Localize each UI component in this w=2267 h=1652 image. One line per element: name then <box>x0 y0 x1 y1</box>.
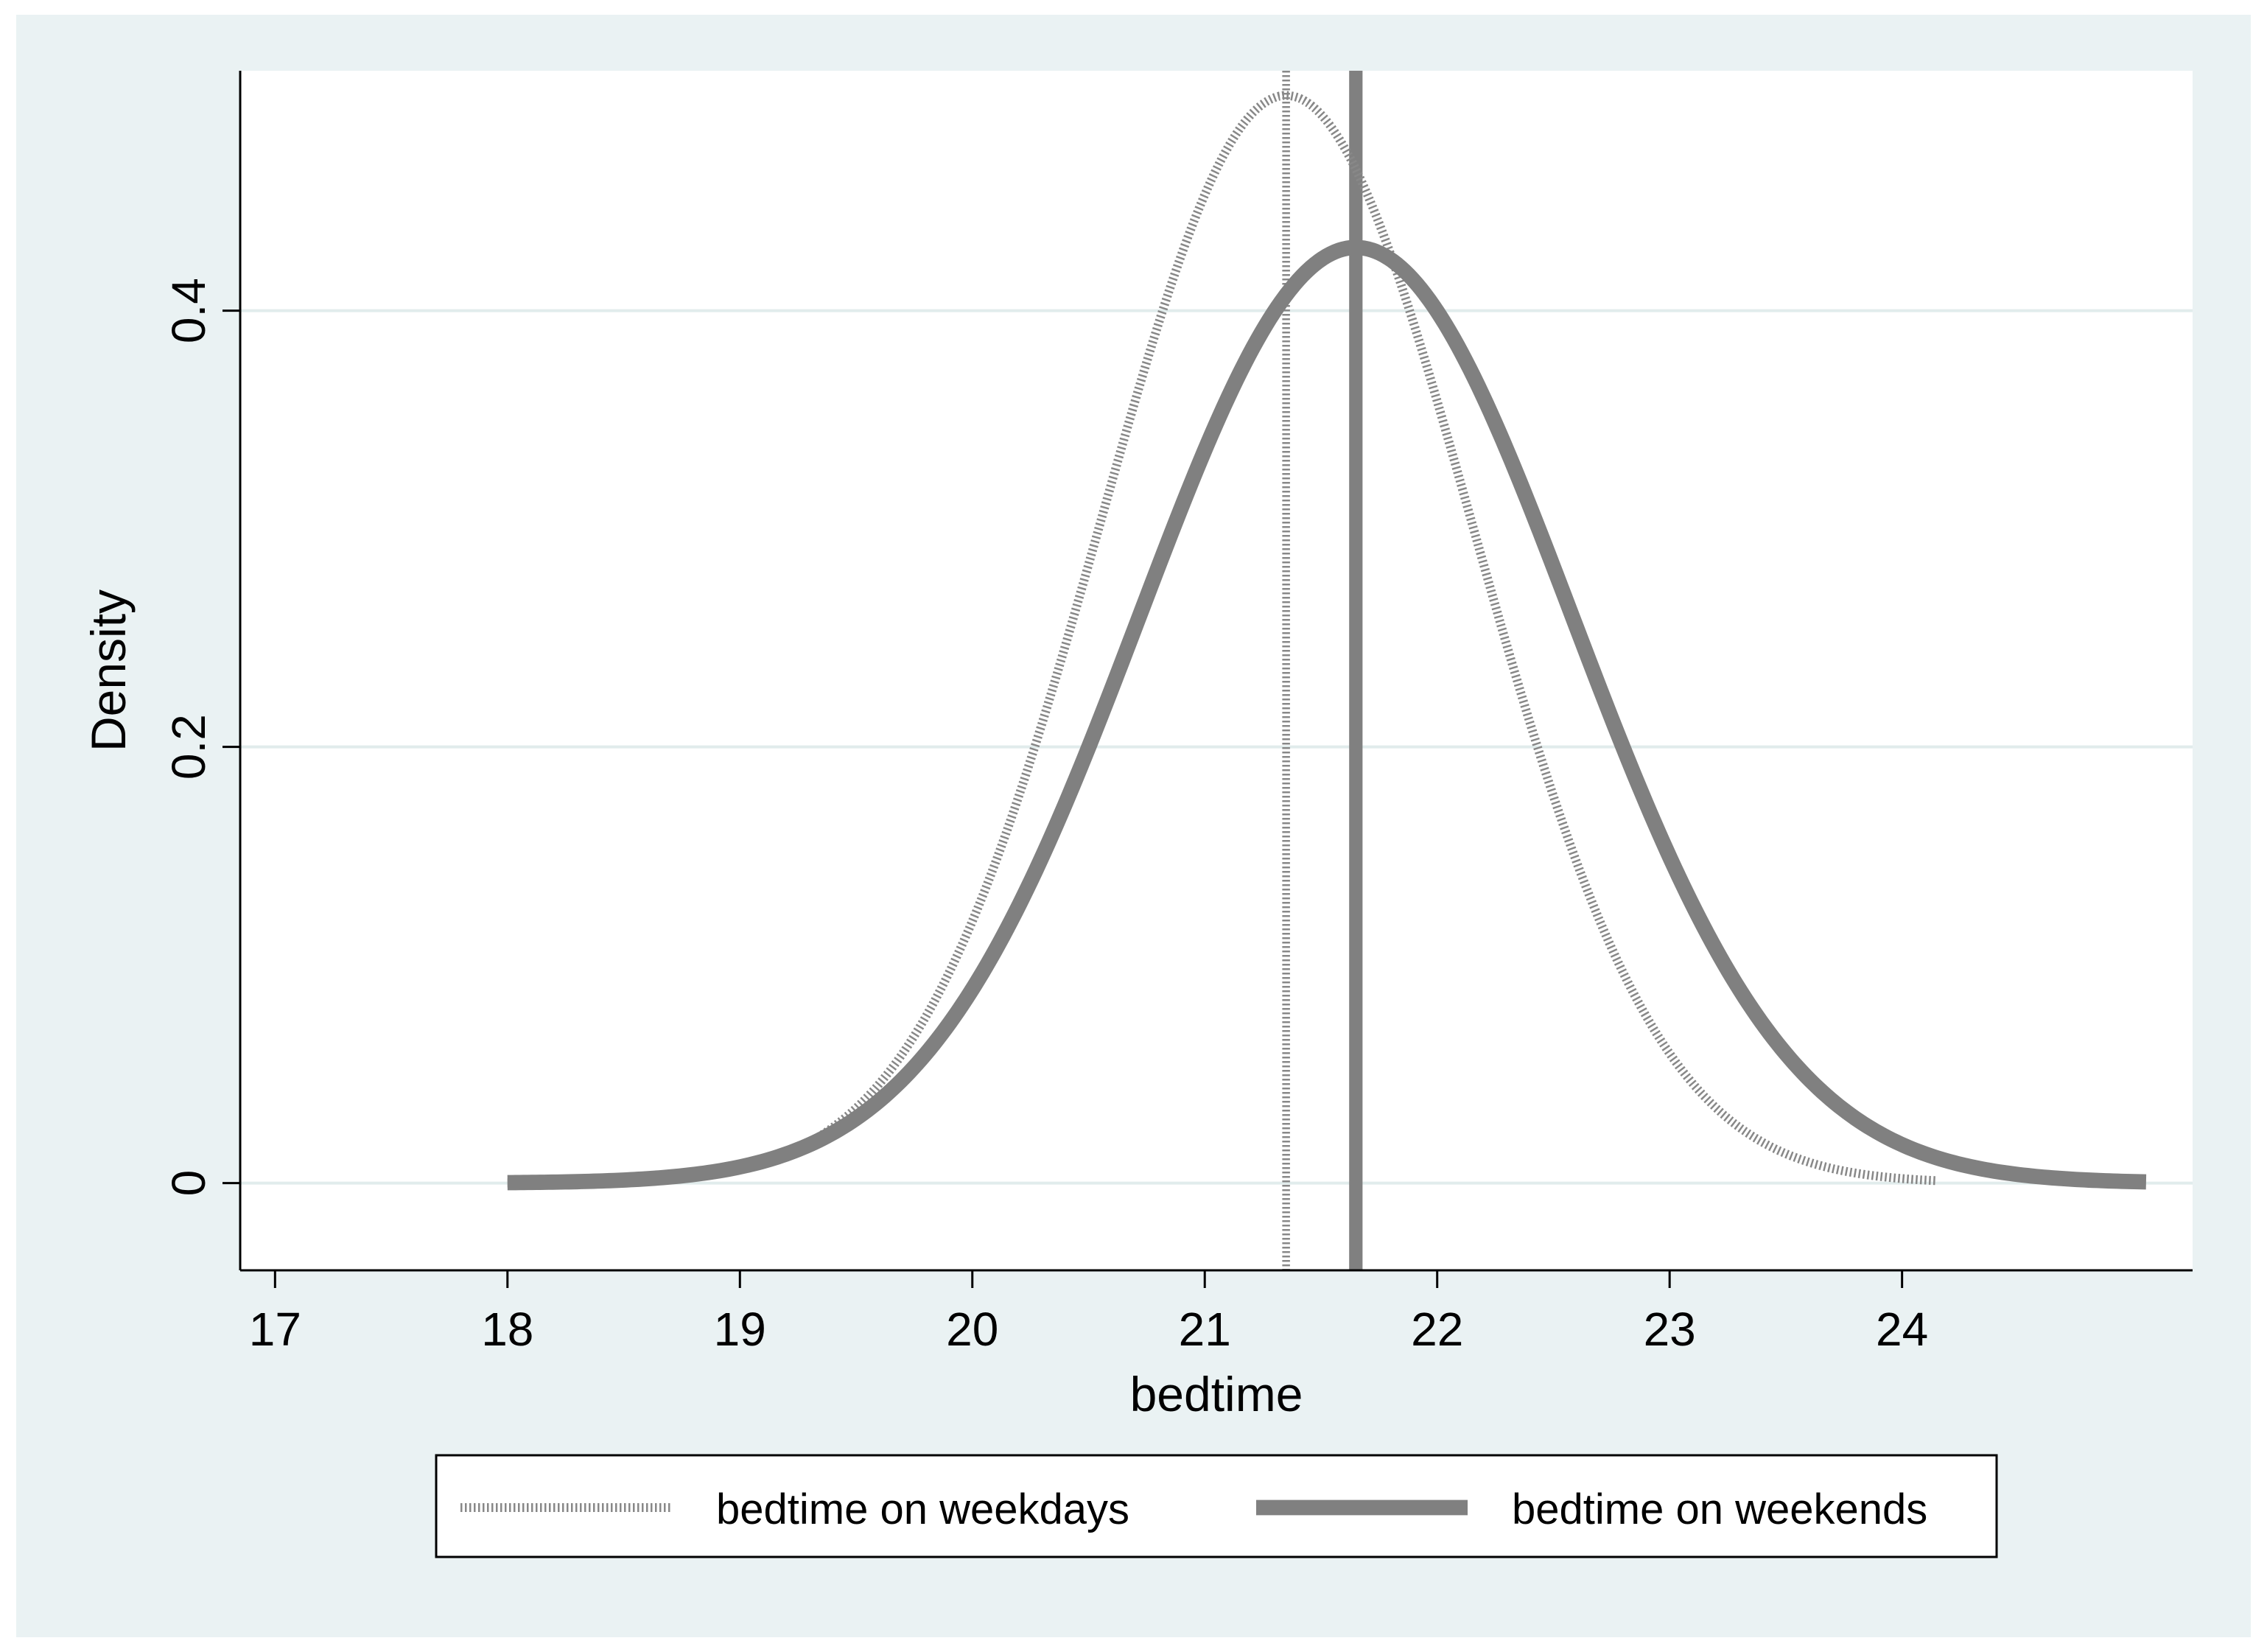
legend-label-weekends: bedtime on weekends <box>1512 1485 1927 1533</box>
mean-lines <box>1282 71 1363 1270</box>
plot-area-background <box>240 71 2193 1270</box>
legend-label-weekdays: bedtime on weekdays <box>716 1485 1129 1533</box>
x-tick-label-4: 21 <box>1179 1303 1231 1356</box>
x-tick-label-5: 22 <box>1411 1303 1463 1356</box>
x-tick-label-2: 19 <box>714 1303 766 1356</box>
legend-box <box>435 1454 1998 1558</box>
y-axis-ticks: 0 0.2 0.4 <box>162 278 240 1196</box>
y-tick-label-0: 0 <box>162 1170 215 1197</box>
y-tick-label-1: 0.2 <box>162 714 215 780</box>
x-tick-label-3: 20 <box>946 1303 998 1356</box>
y-axis-label: Density <box>81 589 136 752</box>
x-tick-label-7: 24 <box>1876 1303 1928 1356</box>
x-tick-label-6: 23 <box>1644 1303 1696 1356</box>
legend: bedtime on weekdays bedtime on weekends <box>435 1454 1998 1558</box>
y-tick-label-2: 0.4 <box>162 278 215 343</box>
density-curves <box>503 91 2150 1191</box>
x-axis-label: bedtime <box>1130 1367 1303 1421</box>
x-axis-ticks: 17 18 19 20 21 22 23 24 <box>249 1270 1928 1356</box>
x-tick-label-0: 17 <box>249 1303 301 1356</box>
x-tick-label-1: 18 <box>481 1303 533 1356</box>
density-curve-1 <box>503 239 2150 1191</box>
